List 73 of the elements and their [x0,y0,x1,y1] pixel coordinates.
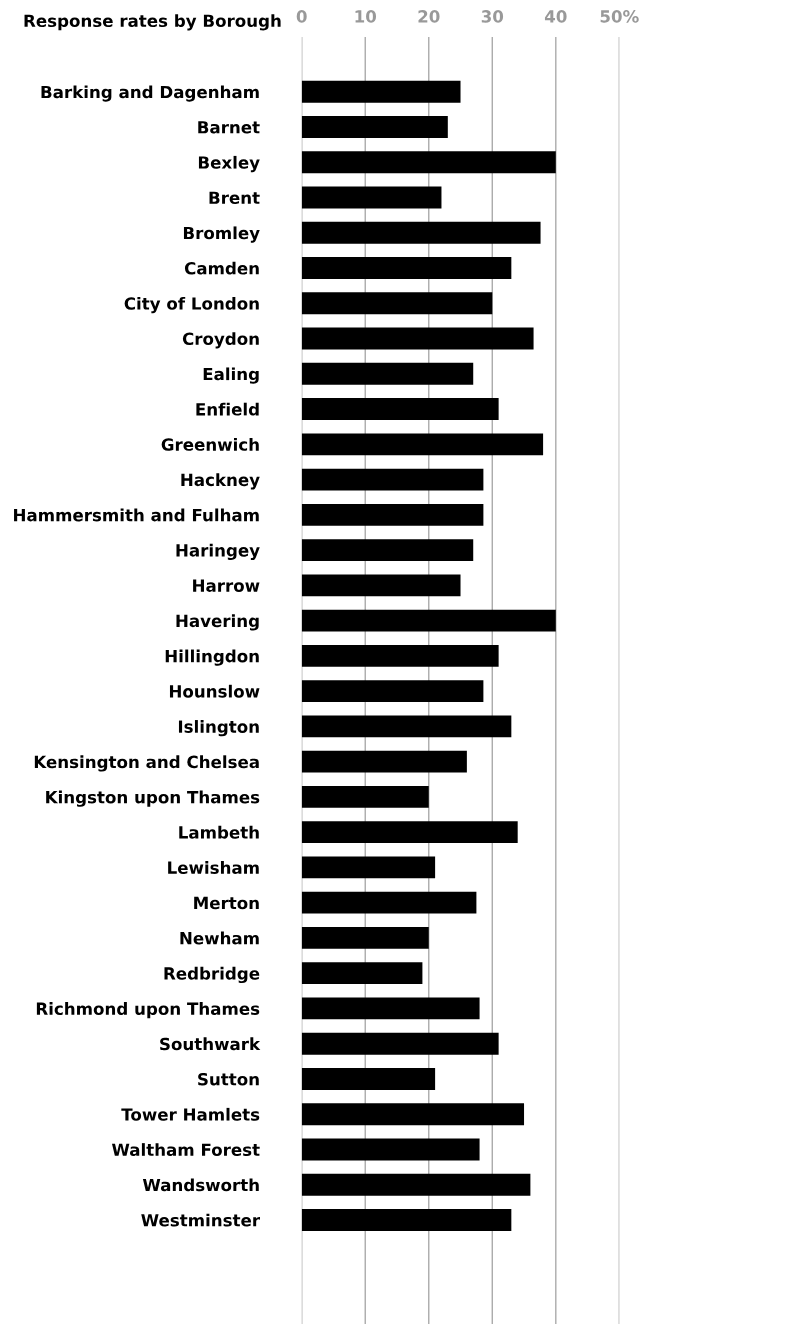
y-tick-label: Bexley [198,155,260,173]
bar [301,468,484,491]
x-tick-label: 10 [355,10,377,23]
bar [301,151,556,174]
y-tick-label: Enfield [196,402,259,416]
y-tick-label: City of London [124,296,259,314]
bar [301,433,544,456]
y-tick-label: Camden [184,261,259,275]
x-tick-label: 0 [296,10,307,23]
y-tick-label: Tower Hamlets [121,1107,260,1121]
y-tick-label: Richmond upon Thames [36,1002,260,1019]
bar [301,680,484,703]
bar [301,997,480,1020]
bar [301,1209,512,1231]
bar [301,257,512,279]
bar [301,750,467,773]
bar [301,609,556,632]
y-tick-label: Hillingdon [165,649,259,666]
bar [301,1103,525,1126]
x-tick-label: 40 [544,10,567,23]
y-tick-label: Barnet [198,121,260,134]
bar [301,398,499,420]
y-tick-label: Kensington and Chelsea [34,755,259,772]
y-tick-label: Croydon [182,332,259,349]
bar [301,186,442,209]
x-tick-label: 20 [418,10,440,23]
y-tick-label: Hammersmith and Fulham [14,508,259,522]
y-tick-label: Kingston upon Thames [46,790,260,807]
y-tick-label: Lewisham [168,861,259,874]
bar [301,715,512,738]
bar [301,292,493,315]
x-tick-label: 50% [600,10,639,23]
y-tick-label: Ealing [203,367,259,384]
bar [301,891,477,914]
y-tick-label: Barking and Dagenham [41,85,259,102]
bar [301,80,461,103]
bar [301,962,423,985]
y-tick-label: Lambeth [179,825,259,839]
y-tick-label: Hounslow [169,684,260,698]
bar [301,539,474,562]
bar [301,926,429,949]
bar [301,644,499,667]
bar [301,327,534,350]
y-tick-label: Haringey [176,543,260,561]
x-tick-label: 30 [481,10,504,23]
y-tick-label: Greenwich [161,437,259,451]
y-tick-label: Redbridge [164,966,260,984]
y-tick-label: Havering [176,614,259,631]
bar [301,785,429,808]
y-tick-label: Newham [180,931,259,945]
y-tick-label: Sutton [198,1072,259,1086]
y-tick-label: Merton [194,896,259,910]
bar [301,1068,436,1090]
y-tick-label: Islington [178,720,259,737]
bar [301,503,484,526]
y-tick-label: Brent [209,191,260,205]
bar [301,574,461,597]
y-tick-label: Westminster [141,1213,261,1227]
bar [301,116,448,138]
bar [301,362,474,385]
bar [301,1173,531,1196]
y-tick-label: Wandsworth [142,1178,259,1192]
bar [301,1138,480,1161]
y-tick-label: Waltham Forest [111,1143,260,1157]
y-tick-label: Hackney [181,473,260,490]
y-tick-label: Harrow [193,579,260,592]
bar [301,856,436,879]
text: Response rates by Borough [24,14,281,31]
y-tick-label: Southwark [160,1037,261,1051]
y-tick-label: Bromley [183,226,260,243]
bar [301,821,518,844]
bar [301,1032,499,1055]
bar [301,221,541,244]
